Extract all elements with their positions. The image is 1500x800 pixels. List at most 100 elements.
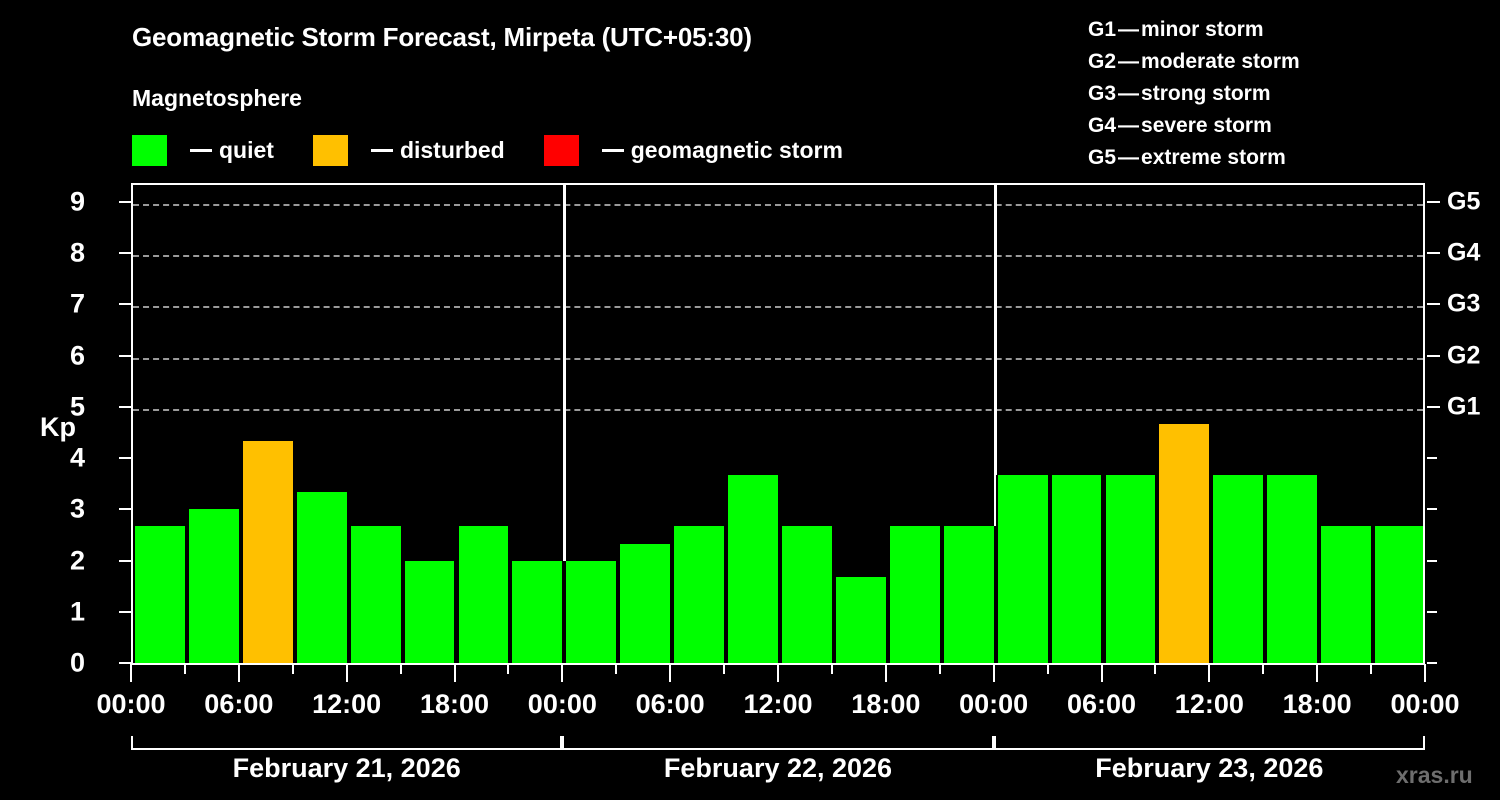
g-axis-minor-tick-4 — [1427, 457, 1437, 460]
y-tick-mark-4 — [119, 457, 131, 460]
bar-february-21-2026-1800 — [456, 526, 511, 663]
x-tick-label-1: 06:00 — [204, 689, 274, 719]
x-tick-label-2: 12:00 — [312, 689, 382, 719]
gridline-kp-6 — [133, 357, 1423, 360]
y-tick-label-3: 3 — [69, 493, 85, 524]
bar-february-21-2026-2100 — [510, 560, 565, 663]
bar-february-23-2026-0600 — [1103, 475, 1158, 663]
bar-february-23-2026-0000 — [995, 475, 1050, 663]
y-tick-label-8: 8 — [69, 237, 85, 268]
x-tick-mark-15 — [938, 664, 941, 674]
g-legend-separator: — — [1118, 18, 1140, 41]
g-legend-row-g5: G5 — extreme storm — [1068, 142, 1488, 174]
x-tick-mark-22 — [1316, 664, 1319, 682]
legend-swatch-quiet — [132, 134, 167, 166]
g-legend-row-g1: G1 — minor storm — [1068, 14, 1488, 46]
legend-dash-icon — [601, 148, 624, 152]
y-tick-label-9: 9 — [69, 186, 85, 217]
g-legend-description: minor storm — [1141, 18, 1264, 41]
g-tick-label-g1: G1 — [1447, 392, 1481, 421]
x-tick-label-5: 06:00 — [635, 689, 705, 719]
g-tick-label-g4: G4 — [1447, 238, 1481, 267]
g-tick-mark-g2 — [1427, 354, 1440, 357]
y-tick-label-2: 2 — [69, 545, 85, 576]
y-tick-label-4: 4 — [69, 442, 85, 473]
gridline-kp-5 — [133, 408, 1423, 411]
day-label-1: February 21, 2026 — [232, 753, 461, 783]
g-axis-minor-tick-1 — [1427, 610, 1437, 613]
x-tick-mark-7 — [507, 664, 510, 674]
x-tick-label-8: 00:00 — [959, 689, 1029, 719]
y-tick-label-1: 1 — [69, 596, 85, 627]
g-legend-code: G4 — [1088, 114, 1117, 137]
g-axis-minor-tick-2 — [1427, 559, 1437, 562]
g-legend-row-g2: G2 — moderate storm — [1068, 46, 1488, 78]
x-tick-mark-20 — [1208, 664, 1211, 682]
legend-label: disturbed — [399, 136, 505, 163]
x-tick-mark-16 — [992, 664, 995, 682]
day-label-3: February 23, 2026 — [1095, 753, 1324, 783]
plot-area — [131, 183, 1425, 663]
g-tick-label-g5: G5 — [1447, 187, 1481, 216]
g-legend-separator: — — [1118, 146, 1140, 169]
x-tick-label-6: 12:00 — [743, 689, 813, 719]
x-tick-mark-6 — [453, 664, 456, 682]
y-tick-mark-3 — [119, 508, 131, 511]
bar-february-23-2026-0900 — [1157, 423, 1212, 663]
page-title: Geomagnetic Storm Forecast, Mirpeta (UTC… — [132, 22, 752, 52]
g-scale-legend: G1 — minor storm G2 — moderate storm G3 — … — [1068, 14, 1488, 174]
g-legend-description: strong storm — [1141, 82, 1271, 105]
y-tick-label-6: 6 — [69, 340, 85, 371]
bar-february-21-2026-1500 — [402, 560, 457, 663]
y-tick-mark-7 — [119, 303, 131, 306]
x-tick-label-0: 00:00 — [96, 689, 166, 719]
day-bracket-2 — [562, 736, 994, 750]
bar-february-23-2026-1800 — [1319, 526, 1374, 663]
bar-february-21-2026-0600 — [240, 441, 295, 663]
g-tick-label-g2: G2 — [1447, 341, 1481, 370]
legend-entry-quiet: quiet — [132, 134, 274, 166]
legend-label: geomagnetic storm — [630, 136, 843, 163]
x-tick-label-10: 12:00 — [1174, 689, 1244, 719]
x-tick-label-9: 06:00 — [1066, 689, 1137, 719]
x-tick-mark-17 — [1046, 664, 1049, 674]
x-tick-mark-5 — [399, 664, 402, 674]
bar-february-22-2026-0000 — [564, 560, 619, 663]
y-tick-label-7: 7 — [69, 288, 85, 319]
day-label-2: February 22, 2026 — [663, 753, 893, 783]
x-tick-mark-4 — [345, 664, 348, 682]
legend-entry-disturbed: disturbed — [312, 134, 505, 166]
x-tick-mark-1 — [183, 664, 186, 674]
activity-legend: quiet disturbed geomagnetic storm — [132, 133, 843, 167]
bar-february-22-2026-1200 — [780, 526, 834, 663]
g-tick-mark-g5 — [1427, 201, 1440, 203]
x-tick-label-3: 18:00 — [419, 689, 490, 719]
x-tick-mark-19 — [1154, 664, 1157, 674]
y-tick-label-5: 5 — [69, 391, 85, 422]
x-tick-mark-21 — [1262, 664, 1265, 674]
g-legend-code: G2 — [1088, 50, 1117, 73]
g-legend-description: moderate storm — [1141, 50, 1300, 73]
legend-label: quiet — [219, 136, 274, 163]
y-tick-mark-2 — [119, 559, 131, 562]
x-tick-mark-3 — [291, 664, 294, 674]
y-tick-mark-9 — [119, 201, 131, 203]
legend-swatch-disturbed — [312, 134, 348, 166]
x-tick-label-12: 00:00 — [1390, 689, 1460, 719]
watermark: xras.ru — [1396, 762, 1473, 788]
x-tick-mark-24 — [1424, 664, 1426, 682]
gridline-kp-9 — [133, 204, 1423, 206]
bar-february-21-2026-0300 — [186, 509, 241, 663]
x-tick-mark-10 — [669, 664, 672, 682]
g-legend-code: G1 — [1088, 18, 1117, 41]
bar-february-23-2026-1200 — [1211, 475, 1266, 663]
g-legend-description: extreme storm — [1141, 146, 1286, 169]
bar-february-21-2026-0900 — [294, 492, 349, 663]
bar-february-23-2026-1500 — [1265, 475, 1320, 663]
g-legend-separator: — — [1118, 50, 1140, 73]
y-tick-mark-1 — [119, 610, 131, 613]
legend-entry-geomagnetic-storm: geomagnetic storm — [543, 134, 843, 166]
x-tick-mark-11 — [723, 664, 726, 674]
x-tick-mark-8 — [561, 664, 564, 682]
